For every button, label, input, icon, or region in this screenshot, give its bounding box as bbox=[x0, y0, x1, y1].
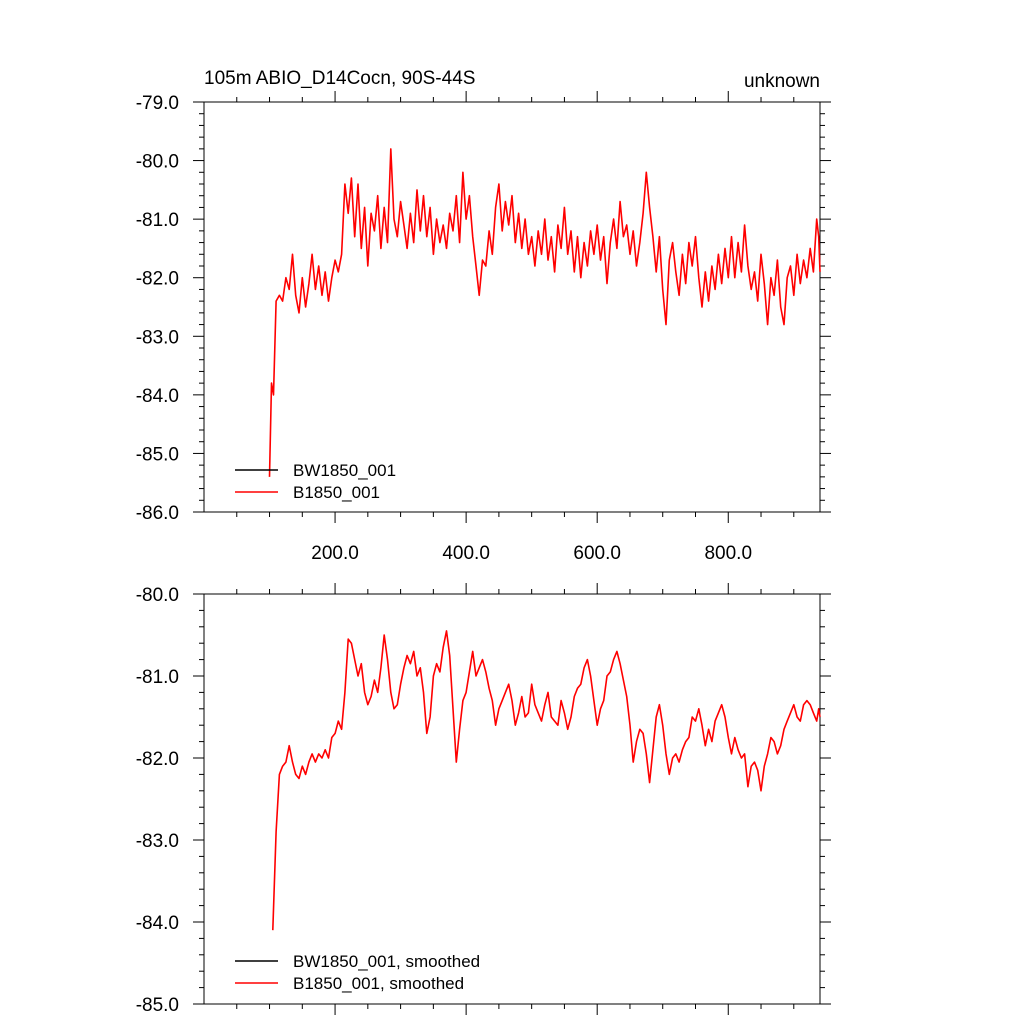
bottom-legend: BW1850_001, smoothed B1850_001, smoothed bbox=[235, 952, 480, 993]
bottom-axis-labels: -80.0 -81.0 -82.0 -83.0 -84.0 -85.0 bbox=[136, 585, 179, 1016]
y-tick-label: -82.0 bbox=[136, 269, 179, 290]
y-tick-label: -81.0 bbox=[136, 210, 179, 231]
y-tick-label: -82.0 bbox=[136, 749, 179, 770]
y-tick-label: -80.0 bbox=[136, 585, 179, 606]
plot-frame-bottom bbox=[203, 593, 821, 1005]
x-tick-label: 400.0 bbox=[442, 543, 490, 564]
chart-subtitle: unknown bbox=[744, 71, 820, 92]
y-tick-label: -86.0 bbox=[136, 503, 179, 524]
y-tick-label: -79.0 bbox=[136, 93, 179, 114]
y-tick-label: -84.0 bbox=[136, 386, 179, 407]
top-panel: 105m ABIO_D14Cocn, 90S-44S unknown -79.0… bbox=[136, 68, 831, 564]
y-tick-label: -83.0 bbox=[136, 327, 179, 348]
chart-title: 105m ABIO_D14Cocn, 90S-44S bbox=[204, 68, 475, 89]
y-tick-label: -83.0 bbox=[136, 831, 179, 852]
y-tick-label: -84.0 bbox=[136, 913, 179, 934]
y-tick-label: -85.0 bbox=[136, 995, 179, 1016]
top-axis-ticks bbox=[193, 91, 831, 523]
bottom-panel: -80.0 -81.0 -82.0 -83.0 -84.0 -85.0 BW1850_00… bbox=[136, 583, 831, 1016]
top-series-line-1 bbox=[268, 148, 821, 477]
y-tick-label: -80.0 bbox=[136, 152, 179, 173]
legend-label-bw1850: BW1850_001 bbox=[293, 461, 396, 480]
x-tick-label: 600.0 bbox=[573, 543, 621, 564]
y-tick-label: -85.0 bbox=[136, 444, 179, 465]
top-series-group bbox=[268, 148, 821, 477]
legend-label-b1850: B1850_001 bbox=[293, 483, 380, 502]
x-tick-label: 200.0 bbox=[311, 543, 359, 564]
x-tick-label: 800.0 bbox=[704, 543, 752, 564]
legend-label-b1850-smoothed: B1850_001, smoothed bbox=[293, 974, 464, 993]
bottom-series-group bbox=[272, 630, 821, 931]
top-legend: BW1850_001 B1850_001 bbox=[235, 461, 396, 502]
plot-frame-top bbox=[203, 101, 821, 513]
legend-label-bw1850-smoothed: BW1850_001, smoothed bbox=[293, 952, 480, 971]
bottom-series-line-1 bbox=[272, 630, 821, 931]
y-tick-label: -81.0 bbox=[136, 667, 179, 688]
bottom-axis-ticks bbox=[193, 583, 831, 1015]
top-axis-labels: -79.0 -80.0 -81.0 -82.0 -83.0 -84.0 -85.0 -86.0… bbox=[136, 93, 752, 564]
